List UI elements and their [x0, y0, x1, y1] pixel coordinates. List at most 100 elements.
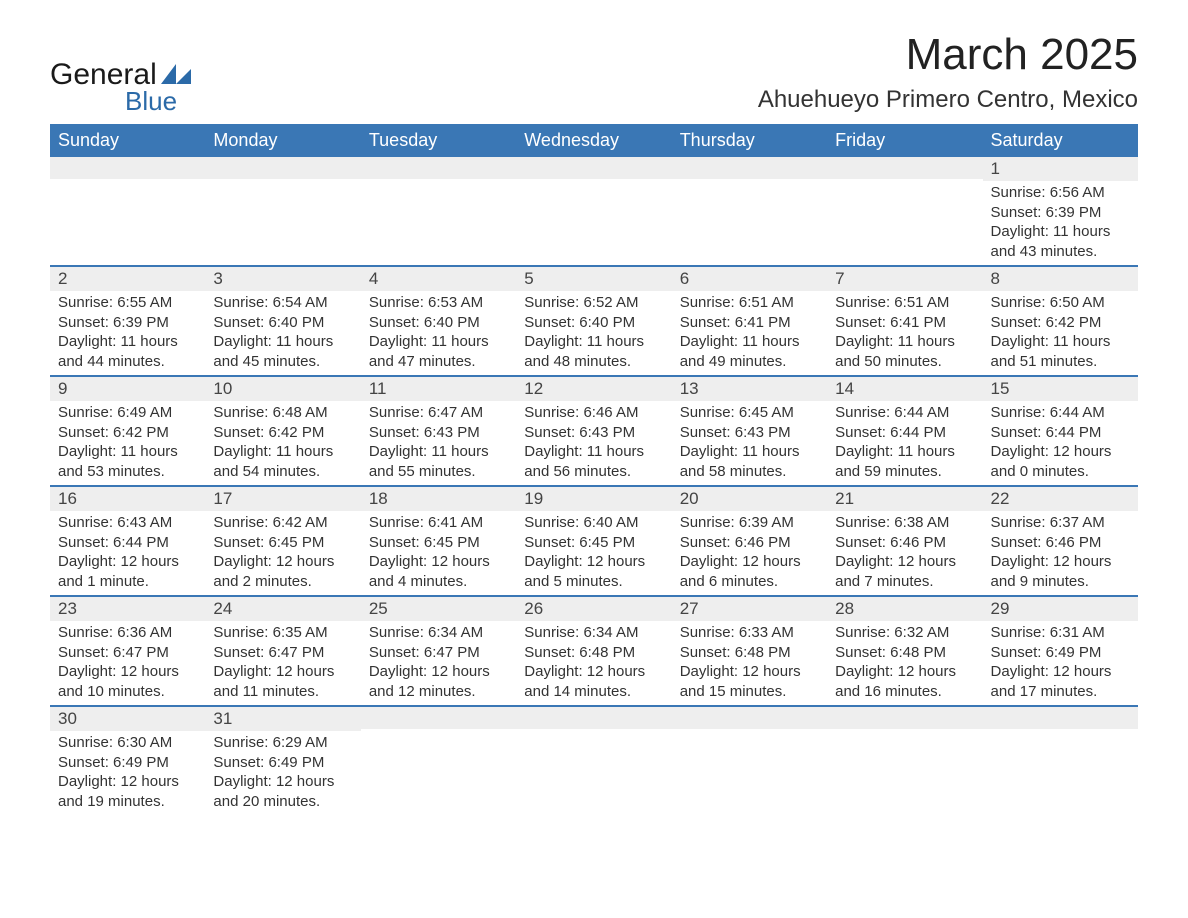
day-details: Sunrise: 6:40 AMSunset: 6:45 PMDaylight:… [516, 511, 671, 595]
sunrise-text: Sunrise: 6:29 AM [213, 733, 352, 753]
daylight-text: Daylight: 11 hours and 59 minutes. [835, 442, 974, 481]
calendar-week-row: 1Sunrise: 6:56 AMSunset: 6:39 PMDaylight… [50, 157, 1138, 266]
calendar-cell: 5Sunrise: 6:52 AMSunset: 6:40 PMDaylight… [516, 266, 671, 376]
day-details: Sunrise: 6:36 AMSunset: 6:47 PMDaylight:… [50, 621, 205, 705]
daylight-text: Daylight: 11 hours and 49 minutes. [680, 332, 819, 371]
day-number [827, 707, 982, 729]
day-number: 19 [516, 487, 671, 511]
day-number: 29 [983, 597, 1138, 621]
day-number [516, 157, 671, 179]
day-details: Sunrise: 6:35 AMSunset: 6:47 PMDaylight:… [205, 621, 360, 705]
day-details: Sunrise: 6:39 AMSunset: 6:46 PMDaylight:… [672, 511, 827, 595]
sunrise-text: Sunrise: 6:42 AM [213, 513, 352, 533]
day-number: 27 [672, 597, 827, 621]
day-number: 4 [361, 267, 516, 291]
sunset-text: Sunset: 6:40 PM [213, 313, 352, 333]
title-block: March 2025 Ahuehueyo Primero Centro, Mex… [758, 30, 1138, 114]
day-number: 2 [50, 267, 205, 291]
day-number [516, 707, 671, 729]
sunrise-text: Sunrise: 6:50 AM [991, 293, 1130, 313]
day-number [205, 157, 360, 179]
sunset-text: Sunset: 6:40 PM [369, 313, 508, 333]
sunset-text: Sunset: 6:47 PM [58, 643, 197, 663]
day-details: Sunrise: 6:43 AMSunset: 6:44 PMDaylight:… [50, 511, 205, 595]
daylight-text: Daylight: 12 hours and 1 minute. [58, 552, 197, 591]
calendar-cell [516, 706, 671, 815]
day-number: 22 [983, 487, 1138, 511]
weekday-header: Monday [205, 124, 360, 157]
daylight-text: Daylight: 11 hours and 43 minutes. [991, 222, 1130, 261]
weekday-header: Sunday [50, 124, 205, 157]
calendar-cell: 21Sunrise: 6:38 AMSunset: 6:46 PMDayligh… [827, 486, 982, 596]
day-details: Sunrise: 6:48 AMSunset: 6:42 PMDaylight:… [205, 401, 360, 485]
daylight-text: Daylight: 11 hours and 53 minutes. [58, 442, 197, 481]
calendar-cell [205, 157, 360, 266]
day-details [672, 179, 827, 249]
sunset-text: Sunset: 6:46 PM [680, 533, 819, 553]
daylight-text: Daylight: 12 hours and 6 minutes. [680, 552, 819, 591]
daylight-text: Daylight: 12 hours and 5 minutes. [524, 552, 663, 591]
calendar-cell: 31Sunrise: 6:29 AMSunset: 6:49 PMDayligh… [205, 706, 360, 815]
day-details [205, 179, 360, 249]
sunrise-text: Sunrise: 6:41 AM [369, 513, 508, 533]
day-number: 12 [516, 377, 671, 401]
sunset-text: Sunset: 6:45 PM [524, 533, 663, 553]
day-number: 17 [205, 487, 360, 511]
sunset-text: Sunset: 6:45 PM [213, 533, 352, 553]
day-details: Sunrise: 6:51 AMSunset: 6:41 PMDaylight:… [827, 291, 982, 375]
sunset-text: Sunset: 6:49 PM [58, 753, 197, 773]
day-details [827, 179, 982, 249]
sunset-text: Sunset: 6:41 PM [680, 313, 819, 333]
location-subtitle: Ahuehueyo Primero Centro, Mexico [758, 86, 1138, 114]
sunrise-text: Sunrise: 6:44 AM [835, 403, 974, 423]
calendar-cell: 1Sunrise: 6:56 AMSunset: 6:39 PMDaylight… [983, 157, 1138, 266]
sunrise-text: Sunrise: 6:39 AM [680, 513, 819, 533]
calendar-cell [672, 157, 827, 266]
calendar-cell: 9Sunrise: 6:49 AMSunset: 6:42 PMDaylight… [50, 376, 205, 486]
day-details [672, 729, 827, 799]
day-details: Sunrise: 6:31 AMSunset: 6:49 PMDaylight:… [983, 621, 1138, 705]
day-number [361, 707, 516, 729]
calendar-cell: 28Sunrise: 6:32 AMSunset: 6:48 PMDayligh… [827, 596, 982, 706]
daylight-text: Daylight: 11 hours and 48 minutes. [524, 332, 663, 371]
day-number: 16 [50, 487, 205, 511]
day-details: Sunrise: 6:47 AMSunset: 6:43 PMDaylight:… [361, 401, 516, 485]
day-number [672, 707, 827, 729]
calendar-cell: 29Sunrise: 6:31 AMSunset: 6:49 PMDayligh… [983, 596, 1138, 706]
sunrise-text: Sunrise: 6:51 AM [835, 293, 974, 313]
day-details: Sunrise: 6:33 AMSunset: 6:48 PMDaylight:… [672, 621, 827, 705]
day-number [672, 157, 827, 179]
weekday-header: Tuesday [361, 124, 516, 157]
calendar-cell: 16Sunrise: 6:43 AMSunset: 6:44 PMDayligh… [50, 486, 205, 596]
sunset-text: Sunset: 6:42 PM [213, 423, 352, 443]
calendar-cell: 18Sunrise: 6:41 AMSunset: 6:45 PMDayligh… [361, 486, 516, 596]
sunrise-text: Sunrise: 6:44 AM [991, 403, 1130, 423]
logo-text-blue: Blue [125, 88, 191, 114]
daylight-text: Daylight: 12 hours and 12 minutes. [369, 662, 508, 701]
daylight-text: Daylight: 11 hours and 56 minutes. [524, 442, 663, 481]
sunrise-text: Sunrise: 6:32 AM [835, 623, 974, 643]
day-number: 21 [827, 487, 982, 511]
day-details: Sunrise: 6:54 AMSunset: 6:40 PMDaylight:… [205, 291, 360, 375]
day-details: Sunrise: 6:46 AMSunset: 6:43 PMDaylight:… [516, 401, 671, 485]
day-number: 6 [672, 267, 827, 291]
sunset-text: Sunset: 6:47 PM [213, 643, 352, 663]
daylight-text: Daylight: 12 hours and 17 minutes. [991, 662, 1130, 701]
calendar-cell: 3Sunrise: 6:54 AMSunset: 6:40 PMDaylight… [205, 266, 360, 376]
day-details: Sunrise: 6:32 AMSunset: 6:48 PMDaylight:… [827, 621, 982, 705]
sunset-text: Sunset: 6:47 PM [369, 643, 508, 663]
daylight-text: Daylight: 11 hours and 51 minutes. [991, 332, 1130, 371]
sunrise-text: Sunrise: 6:54 AM [213, 293, 352, 313]
day-number: 26 [516, 597, 671, 621]
sunset-text: Sunset: 6:48 PM [680, 643, 819, 663]
daylight-text: Daylight: 12 hours and 19 minutes. [58, 772, 197, 811]
day-details: Sunrise: 6:44 AMSunset: 6:44 PMDaylight:… [827, 401, 982, 485]
daylight-text: Daylight: 12 hours and 9 minutes. [991, 552, 1130, 591]
day-number: 14 [827, 377, 982, 401]
day-details [361, 729, 516, 799]
sunrise-text: Sunrise: 6:49 AM [58, 403, 197, 423]
daylight-text: Daylight: 12 hours and 20 minutes. [213, 772, 352, 811]
day-details: Sunrise: 6:50 AMSunset: 6:42 PMDaylight:… [983, 291, 1138, 375]
sunrise-text: Sunrise: 6:46 AM [524, 403, 663, 423]
daylight-text: Daylight: 12 hours and 10 minutes. [58, 662, 197, 701]
